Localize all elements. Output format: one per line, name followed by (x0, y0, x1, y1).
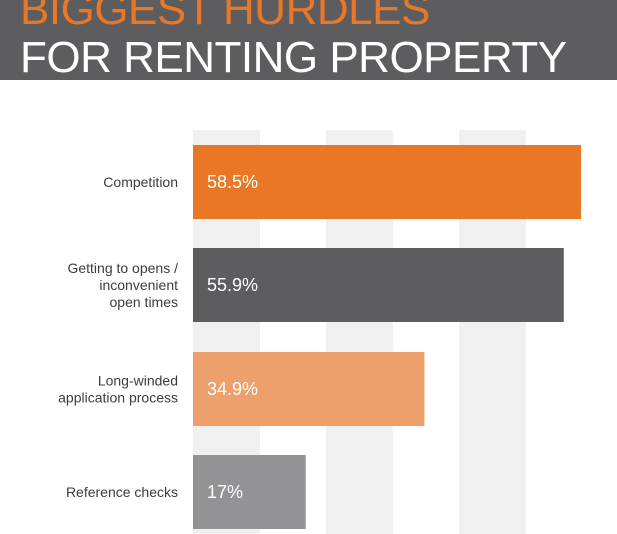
bar (193, 352, 425, 426)
bar (193, 145, 581, 219)
chart-title-line-1: BIGGEST HURDLES (20, 0, 430, 34)
category-label-line: Getting to opens / (67, 260, 178, 276)
category-label-line: Long-winded (98, 373, 178, 389)
category-label: Getting to opens / inconvenient open times (67, 260, 178, 310)
bar (193, 248, 564, 322)
bar-value-label: 34.9% (207, 379, 258, 399)
chart-title-line-2: FOR RENTING PROPERTY (20, 33, 567, 80)
bar-value-label: 55.9% (207, 275, 258, 295)
category-label-line: Competition (103, 174, 178, 190)
category-label-line: Reference checks (66, 484, 178, 500)
chart-header: BIGGEST HURDLES FOR RENTING PROPERTY (0, 0, 617, 80)
category-label: Reference checks (66, 484, 178, 500)
category-label-line: application process (58, 390, 178, 406)
category-label-line: inconvenient (99, 277, 178, 293)
category-label: Long-winded application process (58, 373, 178, 406)
bar-value-label: 17% (207, 482, 243, 502)
category-label: Competition (103, 174, 178, 190)
bar (193, 455, 306, 529)
category-label-line: open times (110, 294, 178, 310)
bar-value-label: 58.5% (207, 172, 258, 192)
